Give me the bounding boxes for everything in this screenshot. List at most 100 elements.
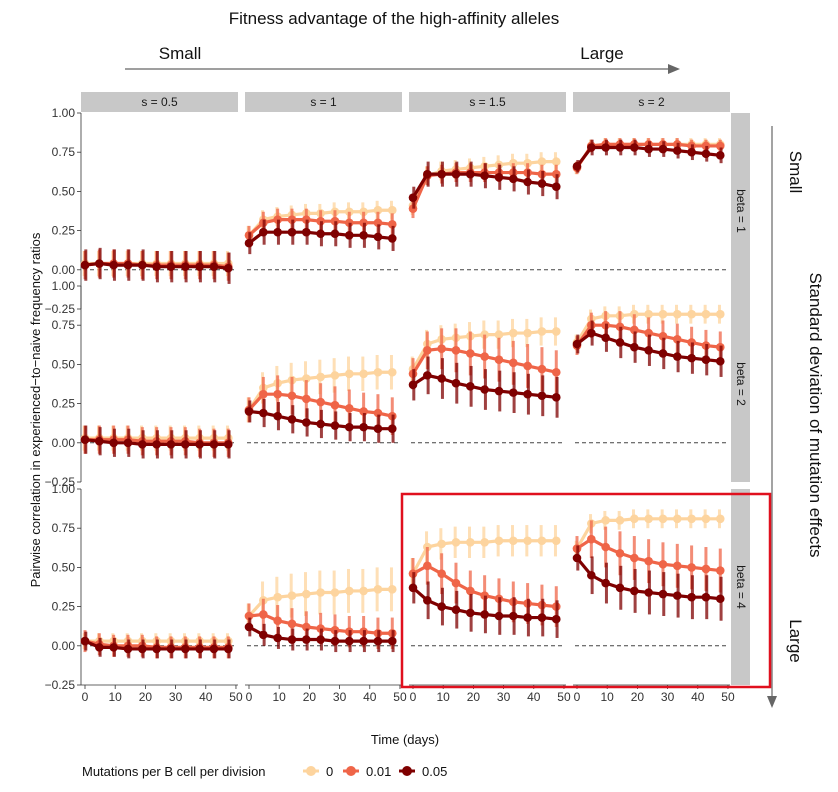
x-axis-col-0: 0 10 20 30 40 50 xyxy=(81,684,243,704)
data-point xyxy=(615,548,625,558)
panel-r1-c3 xyxy=(572,304,728,444)
panel-r1-c2 xyxy=(408,317,564,444)
data-point xyxy=(480,610,489,619)
panel-r1-c0 xyxy=(80,425,236,459)
series-2 xyxy=(244,398,397,443)
data-point xyxy=(259,408,268,418)
data-point xyxy=(138,260,147,270)
data-point xyxy=(123,644,133,654)
data-point xyxy=(287,635,297,644)
data-point xyxy=(123,438,133,448)
panel-r2-c3 xyxy=(572,509,728,647)
data-point xyxy=(373,232,383,242)
column-strip-0: s = 0.5 xyxy=(81,92,238,112)
data-point xyxy=(344,422,354,432)
column-strip-label-2: s = 1.5 xyxy=(469,95,506,109)
series-2 xyxy=(244,219,397,255)
y-axis-title: Pairwise correlation in experienced−to−n… xyxy=(28,232,43,587)
data-point xyxy=(523,613,532,622)
data-point xyxy=(166,440,176,449)
right-arrow-top-label: Small xyxy=(786,151,805,194)
legend-label-0: 0 xyxy=(326,764,333,779)
data-point xyxy=(223,440,233,449)
data-point xyxy=(551,327,561,336)
data-point xyxy=(466,608,475,618)
row-strip-label-0: beta = 1 xyxy=(734,189,748,233)
data-point xyxy=(644,514,653,524)
panel-r0-c0 xyxy=(80,247,236,284)
x-tick-label: 30 xyxy=(497,690,511,704)
panel-r0-c1 xyxy=(244,200,400,271)
data-point xyxy=(587,534,596,544)
data-point xyxy=(701,514,711,524)
data-point xyxy=(195,644,204,654)
data-point xyxy=(330,371,340,380)
panel-r2-c1 xyxy=(244,567,400,653)
panel-r0-c2 xyxy=(408,152,564,271)
data-point xyxy=(601,516,610,525)
data-point xyxy=(701,592,711,602)
data-point xyxy=(687,309,696,319)
data-point xyxy=(408,583,418,593)
data-point xyxy=(494,611,504,621)
data-point xyxy=(195,262,204,271)
data-point xyxy=(451,578,461,588)
data-point xyxy=(123,260,133,270)
y-tick-label: −0.25 xyxy=(45,302,76,316)
series-2 xyxy=(80,425,233,459)
x-tick-label: 30 xyxy=(333,690,347,704)
data-point xyxy=(359,422,368,432)
data-point xyxy=(715,594,725,604)
data-point xyxy=(138,644,147,654)
data-point xyxy=(316,588,325,597)
data-point xyxy=(601,333,610,343)
data-point xyxy=(672,352,682,361)
y-tick-label: 0.25 xyxy=(52,600,76,614)
top-arrow-left-label: Small xyxy=(159,44,202,63)
data-point xyxy=(572,553,582,563)
data-point xyxy=(387,367,397,377)
data-point xyxy=(644,588,653,597)
legend-label-2: 0.05 xyxy=(422,764,447,779)
y-tick-label: 0.25 xyxy=(52,224,76,238)
data-point xyxy=(480,171,489,181)
data-point xyxy=(572,162,582,171)
data-point xyxy=(437,602,446,611)
data-point xyxy=(551,182,561,191)
data-point xyxy=(423,371,432,380)
data-point xyxy=(95,436,104,446)
y-tick-label: 0.75 xyxy=(52,521,76,535)
data-point xyxy=(437,344,446,354)
legend-entry-2: 0.05 xyxy=(399,764,447,779)
data-point xyxy=(701,564,711,574)
data-point xyxy=(494,172,504,182)
top-arrow-right-label: Large xyxy=(580,44,623,63)
legend-label-1: 0.01 xyxy=(366,764,391,779)
data-point xyxy=(494,330,504,339)
data-point xyxy=(615,583,625,593)
data-point xyxy=(587,570,596,580)
data-point xyxy=(537,364,547,374)
data-point xyxy=(630,586,639,596)
data-point xyxy=(152,440,161,449)
data-point xyxy=(437,569,446,578)
data-point xyxy=(273,389,282,399)
column-strip-1: s = 1 xyxy=(245,92,402,112)
data-point xyxy=(302,418,311,427)
data-point xyxy=(316,229,325,239)
data-point xyxy=(287,619,297,629)
data-point xyxy=(259,610,268,619)
data-point xyxy=(244,407,254,416)
data-point xyxy=(601,578,610,588)
column-strip-label-3: s = 2 xyxy=(638,95,665,109)
x-tick-label: 10 xyxy=(109,690,123,704)
data-point xyxy=(451,345,461,355)
series-2 xyxy=(572,320,725,377)
x-tick-label: 20 xyxy=(467,690,481,704)
data-point xyxy=(316,397,325,407)
data-point xyxy=(715,566,725,575)
y-tick-label: 0.50 xyxy=(52,184,76,198)
data-point xyxy=(658,144,668,154)
y-tick-label: 0.00 xyxy=(52,639,76,653)
data-point xyxy=(80,260,90,270)
